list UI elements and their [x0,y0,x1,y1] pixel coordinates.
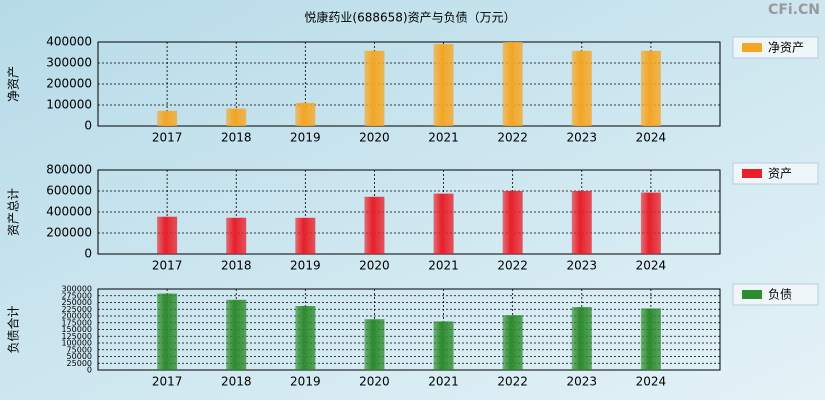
x-tick-label: 2020 [359,131,390,145]
x-tick-label: 2023 [567,259,598,273]
legend-label: 净资产 [768,41,804,55]
bar [364,319,385,370]
legend-swatch [742,169,762,178]
y-tick-label: 0 [84,247,92,261]
legend-box [732,36,819,59]
y-tick-label: 100000 [61,339,92,348]
bar [433,193,454,254]
bar [502,42,523,126]
y-tick-label: 200000 [46,77,92,91]
x-tick-label: 2024 [636,131,667,145]
bar [157,110,178,126]
x-tick-label: 2018 [221,259,252,273]
y-tick-label: 800000 [46,163,92,177]
x-tick-label: 2018 [221,375,252,389]
y-tick-label: 225000 [61,305,92,314]
x-tick-label: 2022 [497,259,528,273]
x-tick-label: 2024 [636,375,667,389]
bar [640,308,661,370]
bar [157,216,178,254]
bar [502,191,523,254]
x-tick-label: 2021 [428,375,459,389]
y-tick-label: 600000 [46,184,92,198]
x-tick-label: 2017 [152,375,183,389]
y-tick-label: 50000 [67,352,92,361]
y-tick-label: 175000 [61,318,92,327]
legend-label: 负债 [768,288,792,302]
legend-swatch [742,43,762,52]
y-tick-label: 300000 [61,285,92,294]
x-tick-label: 2019 [290,259,321,273]
y-tick-label: 250000 [61,298,92,307]
legend-box [732,283,819,306]
bar [295,102,316,126]
y-tick-label: 400000 [46,205,92,219]
bar [502,315,523,370]
bar [157,293,178,370]
bar [226,217,247,254]
y-tick-label: 0 [84,119,92,133]
bar [640,192,661,254]
x-tick-label: 2017 [152,131,183,145]
bar [295,217,316,254]
y-tick-label: 125000 [61,332,92,341]
y-tick-label: 200000 [46,226,92,240]
x-tick-label: 2023 [567,131,598,145]
bar [226,108,247,126]
y-tick-label: 150000 [61,325,92,334]
chart-title: 悦康药业(688658)资产与负债（万元） [304,10,515,25]
x-tick-label: 2017 [152,259,183,273]
bar [226,299,247,370]
y-tick-label: 275000 [61,291,92,300]
bar [640,50,661,126]
y-tick-label: 0 [87,366,92,375]
x-tick-label: 2018 [221,131,252,145]
x-tick-label: 2019 [290,131,321,145]
x-tick-label: 2020 [359,259,390,273]
legend-swatch [742,290,762,299]
bar [433,321,454,370]
x-tick-label: 2019 [290,375,321,389]
y-axis-label: 资产总计 [7,188,21,236]
legend-box [732,162,819,185]
y-tick-label: 25000 [67,359,92,368]
y-axis-label: 负债合计 [6,305,21,353]
y-axis-label: 净资产 [7,66,21,102]
x-tick-label: 2022 [497,131,528,145]
x-tick-label: 2022 [497,375,528,389]
bar [571,191,592,254]
bar [571,50,592,126]
y-tick-label: 400000 [46,35,92,49]
bar [364,196,385,254]
legend-label: 资产 [768,167,792,181]
x-tick-label: 2021 [428,131,459,145]
bar [295,306,316,370]
x-tick-label: 2021 [428,259,459,273]
x-tick-label: 2023 [567,375,598,389]
y-tick-label: 75000 [67,345,92,354]
watermark: CFi.CN [768,2,820,18]
y-tick-label: 200000 [61,312,92,321]
bar [364,50,385,126]
bar [433,44,454,126]
y-tick-label: 100000 [46,98,92,112]
bar [571,307,592,370]
x-tick-label: 2024 [636,259,667,273]
y-tick-label: 300000 [46,56,92,70]
x-tick-label: 2020 [359,375,390,389]
